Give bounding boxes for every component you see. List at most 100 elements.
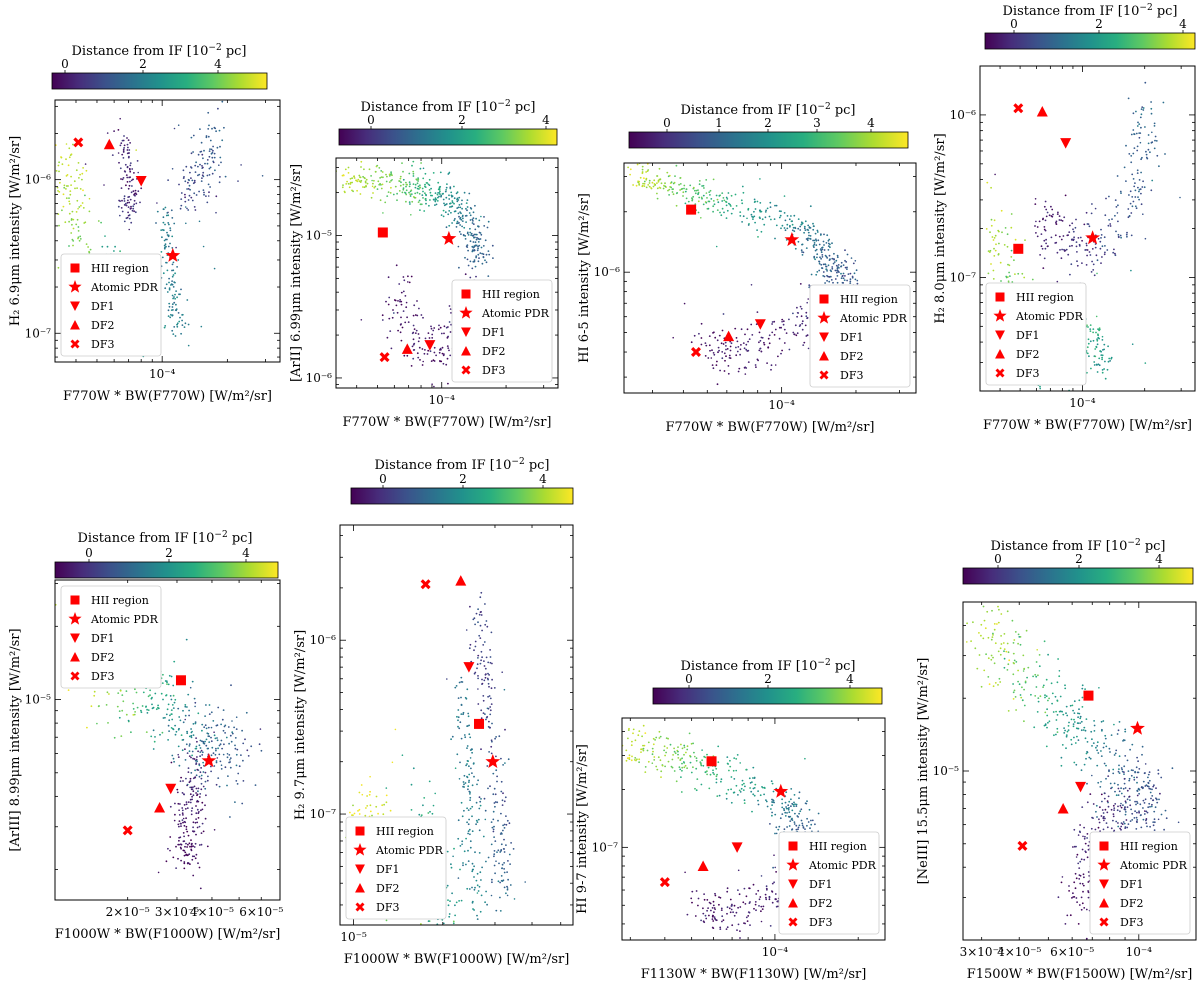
- marker-df1: [1075, 781, 1087, 793]
- colorbar-tick-label: 2: [459, 472, 467, 486]
- y-tick-label: 10⁻⁷: [25, 326, 52, 340]
- legend-entry-label: DF1: [482, 326, 505, 339]
- colorbar-label: Distance from IF [10−2 pc]: [680, 658, 855, 674]
- legend-marker-df3: [788, 917, 798, 927]
- colorbar: Distance from IF [10−2 pc]0 2 4: [350, 457, 574, 505]
- legend-entry-label: DF1: [1016, 329, 1039, 342]
- colorbar-label: Distance from IF [10−2 pc]: [374, 457, 549, 473]
- marker-atomic-pdr: [441, 230, 457, 245]
- colorbar-tick-label: 2: [139, 57, 147, 71]
- y-tick-label: 10⁻⁶: [310, 633, 337, 647]
- panel-4: Distance from IF [10−2 pc]0 2 4 10⁻⁴ 10⁻⁶ 10⁻…: [933, 3, 1196, 433]
- legend-marker-hii-region: [995, 292, 1005, 302]
- region-markers: [377, 227, 457, 363]
- marker-hii-region: [1013, 243, 1024, 254]
- legend-marker-hii-region: [70, 595, 80, 605]
- panel-3: Distance from IF [10−2 pc] 0 1 2 3 4 10⁻⁴ 10⁻⁶ F…: [577, 102, 917, 435]
- legend: HII region Atomic PDR DF1 DF2 DF3: [1089, 831, 1191, 935]
- scatter-points: [55, 603, 263, 890]
- legend-marker-atomic-pdr: [68, 280, 82, 293]
- legend-marker-df2: [819, 351, 829, 361]
- x-axis-label: F1000W * BW(F1000W) [W/m²/sr]: [55, 927, 281, 942]
- y-axis-label: H₂ 9.7μm intensity [W/m²/sr]: [293, 630, 308, 820]
- y-tick-label: 10⁻⁷: [310, 807, 337, 821]
- legend-marker-df1: [461, 327, 471, 337]
- colorbar-tick-label: 2: [1075, 552, 1083, 566]
- x-tick-label: 10⁻⁵: [340, 930, 367, 944]
- axes-frame: [339, 524, 574, 926]
- colorbar-tick-label: 0: [61, 57, 69, 71]
- legend-marker-df1: [995, 330, 1005, 340]
- legend-entry-label: HII region: [91, 262, 149, 275]
- colorbar-gradient: [55, 562, 278, 578]
- legend-marker-hii-region: [788, 841, 798, 851]
- marker-atomic-pdr: [485, 754, 501, 768]
- y-axis-label: H₂ 8.0μm intensity [W/m²/sr]: [933, 133, 948, 323]
- legend-marker-df2: [70, 320, 80, 330]
- colorbar-tick-label: 4: [846, 672, 854, 686]
- colorbar-tick-label: 0: [994, 552, 1002, 566]
- marker-df2: [1057, 802, 1069, 814]
- marker-hii-region: [686, 204, 697, 215]
- marker-atomic-pdr: [773, 783, 789, 798]
- legend-marker-atomic-pdr: [1097, 858, 1111, 871]
- legend-entry-label: Atomic PDR: [375, 844, 444, 857]
- marker-df3: [379, 352, 390, 363]
- legend-marker-atomic-pdr: [353, 843, 367, 856]
- colorbar-tick-label: 2: [764, 672, 772, 686]
- colorbar: Distance from IF [10−2 pc]0 2 4: [984, 3, 1196, 50]
- panel-1: Distance from IF [10−2 pc]0 2 4 10⁻⁴ 10⁻⁶ 10⁻…: [8, 43, 281, 404]
- marker-df3: [1017, 840, 1028, 851]
- marker-df3: [420, 579, 431, 590]
- legend-marker-df3: [70, 671, 80, 681]
- marker-df1: [165, 783, 177, 795]
- marker-df2: [401, 343, 413, 354]
- panel-7: Distance from IF [10−2 pc]0 2 4 10⁻⁴ 10⁻⁷ F11…: [575, 658, 886, 982]
- y-tick-label: 10⁻⁷: [592, 840, 619, 854]
- legend-marker-df3: [1099, 917, 1109, 927]
- panel-5: Distance from IF [10−2 pc]0 2 4 2×10⁻⁵ 3×10⁻…: [8, 530, 283, 942]
- axes-frame: [621, 717, 886, 941]
- colorbar: Distance from IF [10−2 pc]0 2 4: [962, 538, 1194, 585]
- panel-6: Distance from IF [10−2 pc]0 2 4 10⁻⁵ 10⁻⁶ 10⁻…: [293, 457, 574, 967]
- legend-entry-label: DF3: [376, 901, 399, 914]
- marker-hii-region: [474, 718, 485, 729]
- legend-entry-label: DF3: [482, 364, 505, 377]
- legend-marker-df1: [355, 864, 365, 874]
- legend-marker-df2: [461, 346, 471, 356]
- legend-entry-label: Atomic PDR: [90, 281, 159, 294]
- x-axis-label: F1130W * BW(F1130W) [W/m²/sr]: [641, 967, 867, 982]
- marker-df1: [1060, 138, 1072, 149]
- legend: HII region Atomic PDR DF1 DF2 DF3: [60, 253, 162, 357]
- marker-df2: [154, 801, 166, 813]
- colorbar-tick-label: 4: [1155, 552, 1163, 566]
- legend-marker-df2: [355, 883, 365, 893]
- legend-marker-atomic-pdr: [786, 858, 800, 871]
- marker-df1: [463, 662, 475, 673]
- legend-entry-label: DF1: [840, 331, 863, 344]
- x-tick-label: 10⁻⁴: [768, 398, 795, 412]
- region-markers: [686, 204, 800, 358]
- x-tick-label: 6×10⁻⁵: [239, 905, 283, 919]
- y-axis-label: [ArII] 6.99μm intensity [W/m²/sr]: [289, 164, 304, 382]
- x-tick-label: 4×10⁻⁵: [997, 945, 1041, 959]
- y-tick-label: 10⁻⁶: [594, 265, 621, 279]
- legend-marker-df1: [70, 301, 80, 311]
- legend: HII region Atomic PDR DF1 DF2 DF3: [345, 816, 447, 920]
- x-tick-label: 6×10⁻⁵: [1050, 945, 1094, 959]
- colorbar-gradient: [653, 688, 882, 704]
- legend-entry-label: DF1: [376, 863, 399, 876]
- legend: HII region Atomic PDR DF1 DF2 DF3: [451, 279, 553, 383]
- x-tick-label: 2×10⁻⁵: [106, 905, 150, 919]
- colorbar-gradient: [963, 568, 1193, 584]
- y-axis-label: HI 6-5 intensity [W/m²/sr]: [577, 193, 592, 363]
- marker-df2: [697, 860, 709, 871]
- legend-entry-label: HII region: [809, 840, 867, 853]
- x-axis-label: F770W * BW(F770W) [W/m²/sr]: [342, 415, 551, 430]
- legend-entry-label: Atomic PDR: [1119, 859, 1188, 872]
- legend-marker-df3: [995, 368, 1005, 378]
- legend-marker-df2: [995, 349, 1005, 359]
- y-tick-label: 10⁻⁶: [25, 173, 52, 187]
- colorbar-tick-label: 4: [867, 116, 875, 130]
- colorbar: Distance from IF [10−2 pc]0 2 4: [51, 43, 268, 90]
